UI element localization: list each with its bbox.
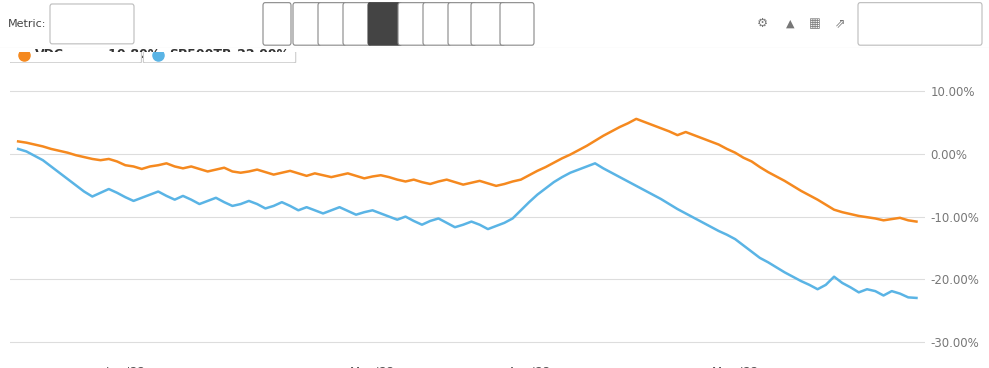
Text: 5Y: 5Y: [456, 19, 469, 29]
FancyBboxPatch shape: [423, 3, 451, 45]
Text: SP500TR: SP500TR: [169, 48, 231, 61]
Text: Metric:: Metric:: [8, 19, 46, 29]
FancyBboxPatch shape: [398, 3, 426, 45]
Text: ⇗: ⇗: [835, 17, 846, 31]
Text: YTD: YTD: [374, 19, 397, 29]
FancyBboxPatch shape: [343, 3, 371, 45]
Text: VDC: VDC: [35, 48, 63, 61]
Text: 1D: 1D: [270, 19, 284, 29]
Text: 1M: 1M: [324, 19, 340, 29]
Text: Total Return  ▼: Total Return ▼: [53, 19, 131, 29]
FancyBboxPatch shape: [50, 4, 134, 44]
FancyBboxPatch shape: [471, 3, 505, 45]
FancyBboxPatch shape: [448, 3, 476, 45]
Text: ▦: ▦: [809, 17, 821, 31]
Text: ⚙: ⚙: [757, 17, 767, 31]
Text: 10Y: 10Y: [479, 19, 497, 29]
Text: -10.80%: -10.80%: [104, 48, 161, 61]
FancyBboxPatch shape: [263, 3, 291, 45]
FancyBboxPatch shape: [368, 3, 402, 45]
Text: Total Return: Total Return: [24, 54, 86, 64]
Text: ▲: ▲: [785, 19, 794, 29]
FancyBboxPatch shape: [500, 3, 534, 45]
Text: Total Return: Total Return: [158, 54, 221, 64]
Text: 1Y: 1Y: [405, 19, 418, 29]
Text: 6M: 6M: [349, 19, 365, 29]
FancyBboxPatch shape: [318, 3, 346, 45]
FancyBboxPatch shape: [858, 3, 982, 45]
Text: 3Y: 3Y: [430, 19, 443, 29]
Text: + Add Comparison: + Add Comparison: [871, 19, 969, 29]
Text: 5D: 5D: [300, 19, 315, 29]
FancyBboxPatch shape: [9, 51, 141, 63]
FancyBboxPatch shape: [143, 51, 296, 63]
Text: -22.99%: -22.99%: [232, 48, 290, 61]
Text: MAX: MAX: [505, 19, 528, 29]
FancyBboxPatch shape: [293, 3, 321, 45]
